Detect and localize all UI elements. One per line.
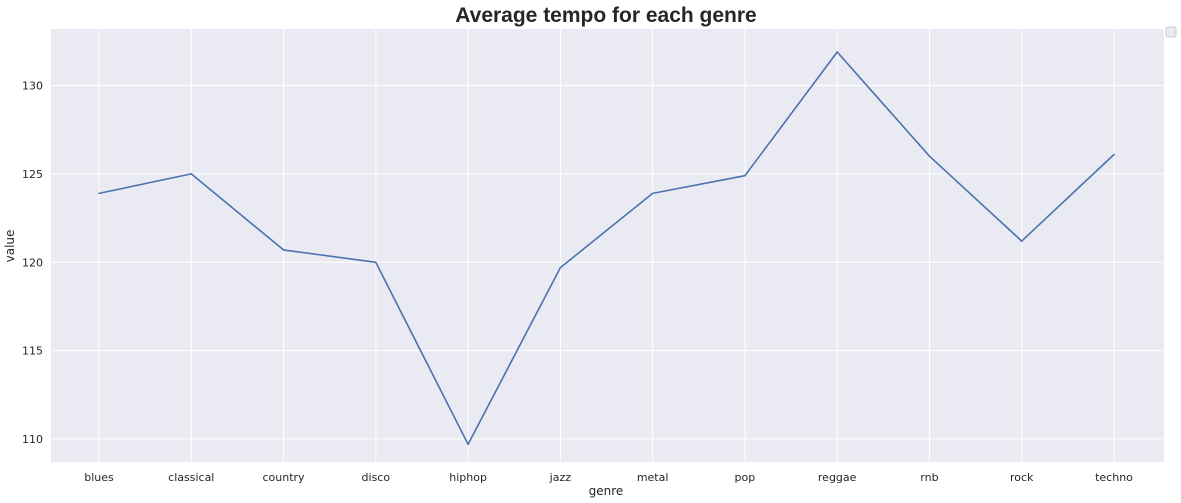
x-tick-label: classical bbox=[168, 471, 214, 484]
plot-area bbox=[51, 29, 1164, 462]
series-layer bbox=[98, 51, 1115, 446]
data-point bbox=[190, 173, 193, 175]
data-point bbox=[836, 51, 838, 53]
x-tick-label: jazz bbox=[549, 471, 572, 484]
chart-title: Average tempo for each genre bbox=[455, 4, 757, 27]
y-tick-label: 120 bbox=[22, 256, 43, 269]
x-ticks: blues classical country disco hiphop jazz meta… bbox=[84, 471, 1133, 484]
data-point bbox=[98, 192, 100, 195]
data-point bbox=[282, 249, 285, 251]
legend-box bbox=[1165, 26, 1177, 38]
x-tick-label: rock bbox=[1010, 471, 1034, 484]
y-tick-label: 115 bbox=[22, 345, 43, 358]
y-tick-label: 125 bbox=[22, 168, 43, 181]
x-tick-label: disco bbox=[362, 471, 391, 484]
grid-lines bbox=[51, 29, 1164, 462]
data-point bbox=[559, 266, 562, 269]
y-tick-label: 110 bbox=[22, 433, 43, 446]
y-ticks: 110 115 120 125 130 bbox=[22, 80, 43, 446]
data-point bbox=[928, 155, 931, 158]
x-tick-label: hiphop bbox=[449, 471, 487, 484]
data-point bbox=[467, 443, 469, 446]
data-point bbox=[1020, 240, 1023, 242]
x-axis-label: genre bbox=[589, 484, 624, 498]
x-tick-label: metal bbox=[637, 471, 669, 484]
x-tick-label: country bbox=[263, 471, 306, 484]
x-tick-label: rnb bbox=[920, 471, 938, 484]
series-line bbox=[98, 51, 1115, 446]
data-point bbox=[1113, 153, 1115, 156]
x-tick-label: techno bbox=[1095, 471, 1133, 484]
x-tick-label: reggae bbox=[818, 471, 857, 484]
y-tick-label: 130 bbox=[22, 80, 43, 93]
x-tick-label: blues bbox=[84, 471, 114, 484]
y-axis-label: value bbox=[3, 230, 17, 263]
data-point bbox=[651, 192, 654, 195]
data-point bbox=[744, 174, 746, 177]
data-point bbox=[375, 261, 377, 264]
x-tick-label: pop bbox=[735, 471, 756, 484]
